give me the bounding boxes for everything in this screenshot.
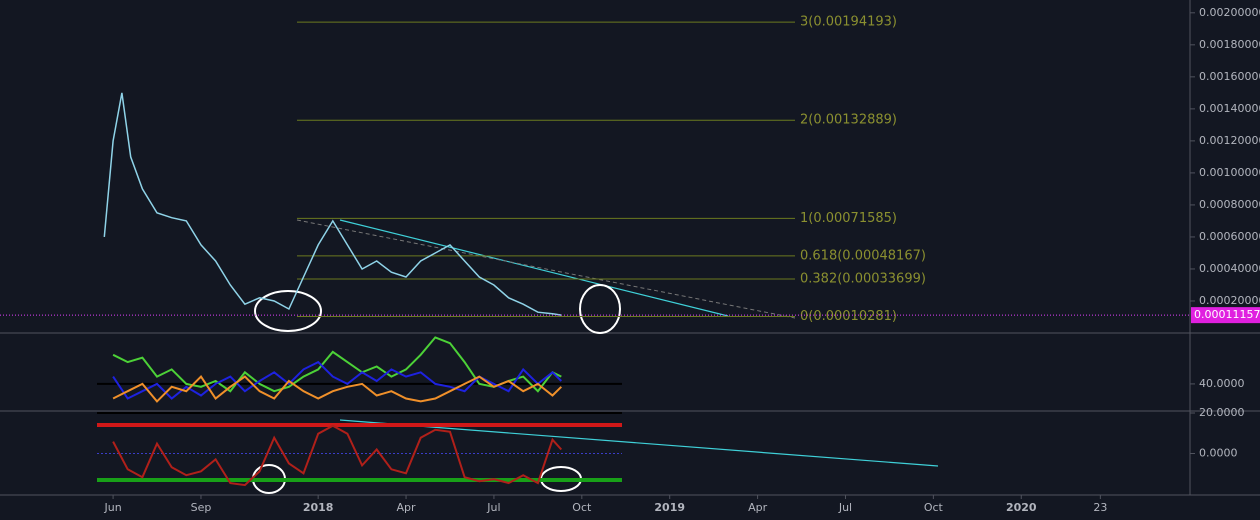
- fib-label: 1(0.00071585): [800, 211, 897, 226]
- y-tick-label: 0.0000: [1199, 447, 1238, 460]
- trend-line: [339, 419, 939, 467]
- y-tick-label: 0.00140000: [1199, 102, 1260, 115]
- y-tick-label: 40.0000: [1199, 377, 1245, 390]
- last-price-label: 0.00011157: [1194, 308, 1260, 321]
- x-tick-label: Jun: [103, 501, 121, 514]
- fib-label: 3(0.00194193): [800, 15, 897, 30]
- dashed-trend-line: [296, 219, 796, 319]
- x-tick-label: Apr: [748, 501, 768, 514]
- x-tick-label: 2020: [1006, 501, 1037, 514]
- series-line: [112, 424, 563, 487]
- x-tick-label: Oct: [924, 501, 944, 514]
- x-tick-label: Jul: [486, 501, 500, 514]
- last-price-tag: [1191, 307, 1260, 324]
- y-tick-label: 0.00200000: [1199, 6, 1260, 19]
- x-tick-label: Apr: [397, 501, 417, 514]
- x-tick-label: Sep: [191, 501, 212, 514]
- y-tick-label: 0.00060000: [1199, 230, 1260, 243]
- y-tick-label: 20.0000: [1199, 406, 1245, 419]
- x-tick-label: Oct: [572, 501, 592, 514]
- x-tick-label: 23: [1093, 501, 1107, 514]
- highlight-circle: [254, 290, 322, 332]
- highlight-circle: [579, 284, 621, 334]
- x-tick-label: 2018: [303, 501, 334, 514]
- y-tick-label: 0.00020000: [1199, 294, 1260, 307]
- fib-label: 0.382(0.00033699): [800, 272, 926, 287]
- fib-label: 0(0.00010281): [800, 309, 897, 324]
- series-line: [112, 375, 563, 403]
- x-tick-label: 2019: [654, 501, 685, 514]
- y-tick-label: 0.00100000: [1199, 166, 1260, 179]
- y-tick-label: 0.00080000: [1199, 198, 1260, 211]
- fib-label: 0.618(0.00048167): [800, 248, 926, 263]
- y-tick-label: 0.00180000: [1199, 38, 1260, 51]
- x-tick-label: Jul: [838, 501, 852, 514]
- y-tick-label: 0.00120000: [1199, 134, 1260, 147]
- fib-label: 2(0.00132889): [800, 113, 897, 128]
- y-tick-label: 0.00040000: [1199, 262, 1260, 275]
- trend-line: [339, 219, 729, 317]
- series-line: [103, 92, 562, 316]
- y-tick-label: 0.00160000: [1199, 70, 1260, 83]
